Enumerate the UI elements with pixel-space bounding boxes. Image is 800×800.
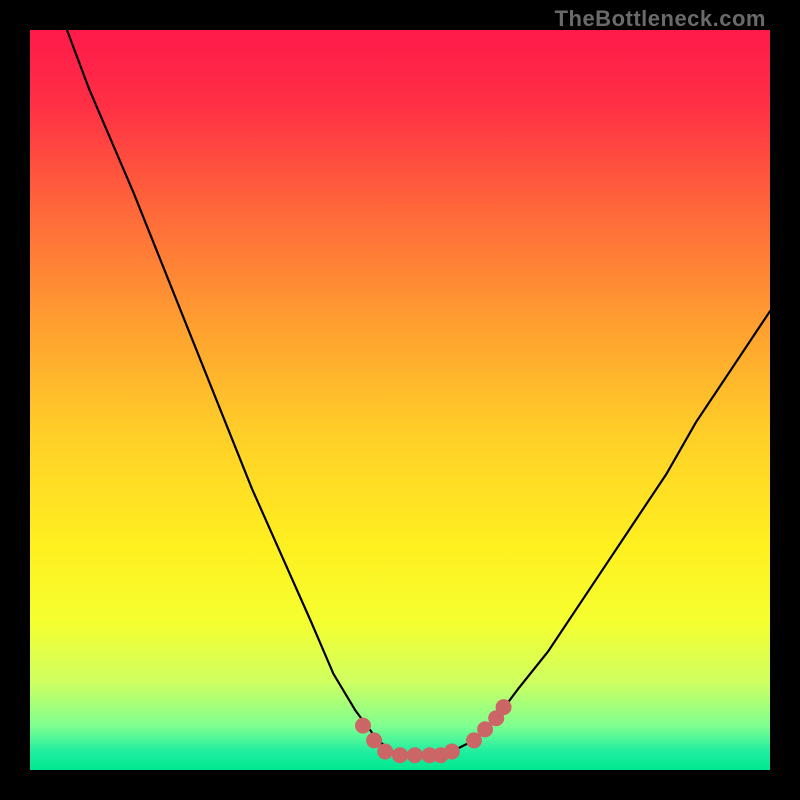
marker-point: [392, 747, 408, 763]
curve-overlay: [30, 30, 770, 770]
marker-point: [444, 744, 460, 760]
plot-area: [30, 30, 770, 770]
v-curve: [67, 30, 770, 755]
bottleneck-chart: TheBottleneck.com: [0, 0, 800, 800]
highlight-markers: [355, 699, 512, 763]
marker-point: [496, 699, 512, 715]
watermark-text: TheBottleneck.com: [555, 6, 766, 32]
marker-point: [377, 744, 393, 760]
marker-point: [355, 718, 371, 734]
marker-point: [407, 747, 423, 763]
